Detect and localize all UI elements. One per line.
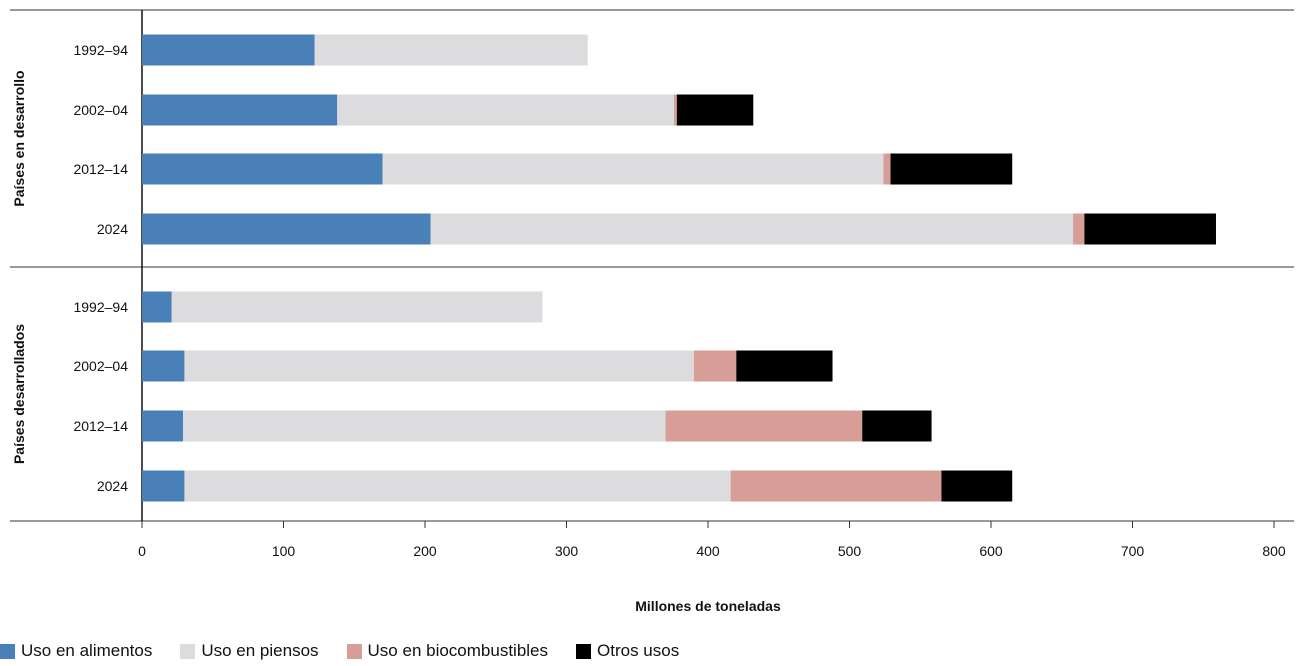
bar-segment-3: [693, 350, 737, 382]
legend-item: Uso en alimentos: [0, 641, 152, 661]
category-label: 2012–14: [73, 418, 128, 434]
bar-segment-4: [676, 94, 754, 126]
legend-label: Otros usos: [597, 641, 680, 660]
category-label: 2002–04: [73, 102, 128, 118]
bar-segment-2: [183, 410, 666, 442]
x-tick-label: 0: [138, 543, 146, 559]
category-label: 2012–14: [73, 161, 128, 177]
bar-segment-3: [1073, 213, 1085, 245]
bar-segment-3: [730, 470, 942, 502]
bar-segment-4: [862, 410, 932, 442]
bar-segment-3: [883, 153, 891, 185]
bar-segment-2: [184, 350, 694, 382]
category-label: 1992–94: [73, 299, 128, 315]
bar-segment-4: [1084, 213, 1216, 245]
bar-segment-1: [142, 291, 172, 323]
legend-item: Otros usos: [576, 641, 679, 661]
legend-swatch: [180, 643, 196, 659]
bar-segment-1: [142, 410, 184, 442]
bar-segment-1: [142, 153, 383, 185]
x-tick-label: 300: [555, 543, 579, 559]
x-tick-label: 700: [1121, 543, 1145, 559]
legend-swatch: [0, 643, 15, 659]
legend-label: Uso en biocombustibles: [367, 641, 549, 660]
bar-segment-4: [736, 350, 833, 382]
bar-segment-1: [142, 350, 185, 382]
bar-segment-2: [314, 34, 588, 66]
category-label: 2002–04: [73, 358, 128, 374]
category-label: 2024: [97, 221, 128, 237]
category-label: 1992–94: [73, 42, 128, 58]
bar-segment-2: [171, 291, 543, 323]
x-tick-label: 200: [413, 543, 437, 559]
legend-item: Uso en piensos: [180, 641, 319, 661]
group-label-1: Países desarrollados: [11, 324, 27, 464]
legend-swatch: [576, 643, 592, 659]
legend-swatch: [346, 643, 362, 659]
bar-segment-4: [890, 153, 1013, 185]
plot-area: Países en desarrollo 1992–94 2002–04 2012–1…: [10, 9, 1294, 559]
x-axis-title: Millones de toneladas: [635, 598, 781, 614]
bar-segment-2: [337, 94, 675, 126]
bar-segment-3: [674, 94, 677, 126]
category-label: 2024: [97, 478, 128, 494]
x-tick-label: 400: [696, 543, 720, 559]
bar-segment-4: [941, 470, 1013, 502]
legend-label: Uso en alimentos: [21, 641, 153, 660]
bar-segment-2: [184, 470, 731, 502]
stacked-bar-chart: Países en desarrollo 1992–94 2002–04 2012–1…: [10, 9, 1294, 614]
x-tick-label: 100: [272, 543, 296, 559]
bar-segment-1: [142, 213, 431, 245]
bar-segment-1: [142, 470, 185, 502]
bar-segment-3: [665, 410, 863, 442]
x-tick-label: 600: [979, 543, 1003, 559]
bar-segment-2: [382, 153, 884, 185]
x-tick-label: 800: [1262, 543, 1286, 559]
bar-segment-1: [142, 94, 338, 126]
legend: Uso en alimentos Uso en piensos Uso en bio…: [0, 640, 707, 662]
bar-segment-2: [430, 213, 1074, 245]
legend-label: Uso en piensos: [201, 641, 319, 660]
group-label-0: Países en desarrollo: [11, 70, 27, 206]
x-tick-label: 500: [838, 543, 862, 559]
legend-item: Uso en biocombustibles: [346, 641, 549, 661]
bar-segment-1: [142, 34, 315, 66]
